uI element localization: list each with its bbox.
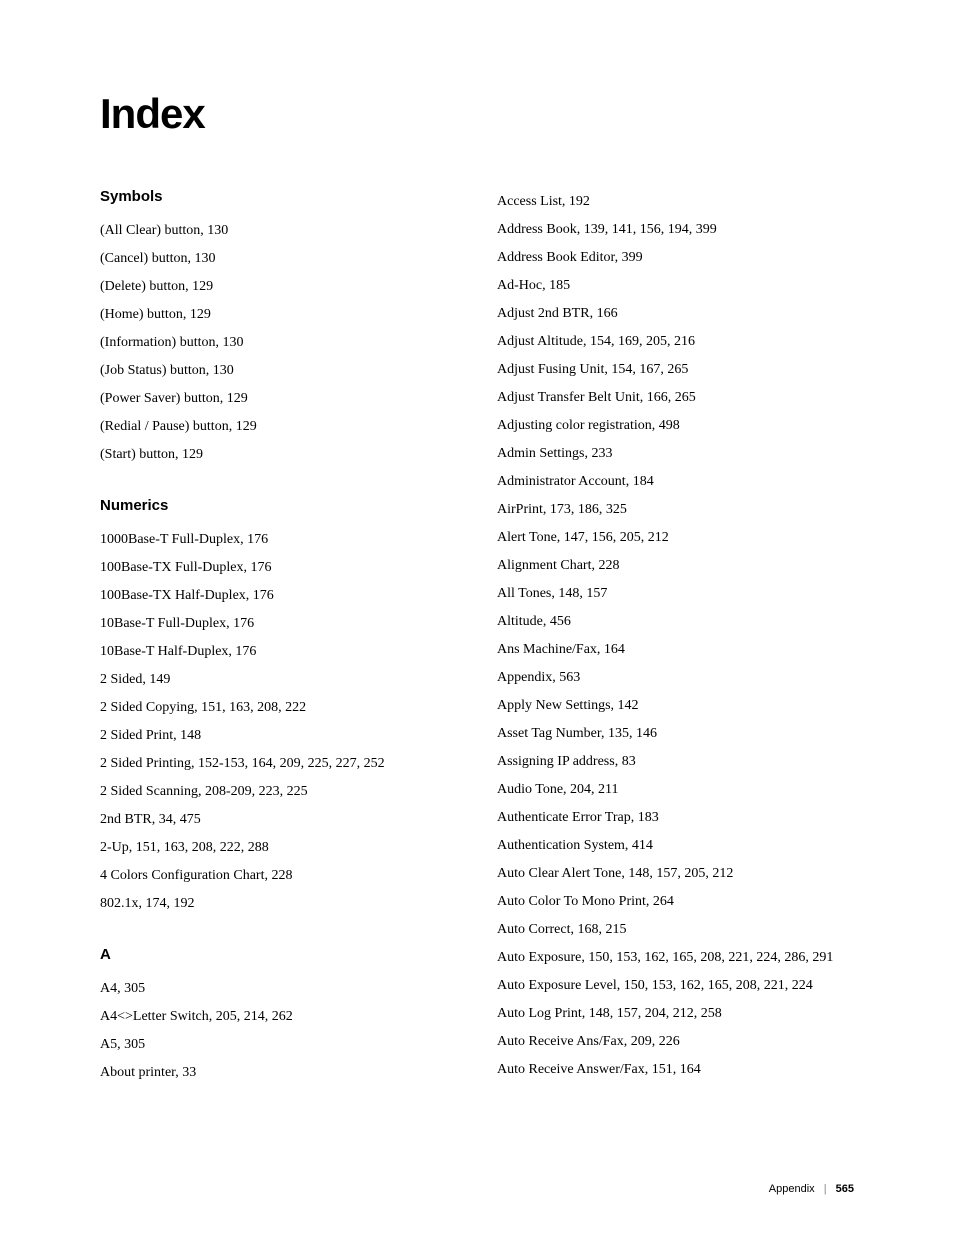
index-entry: 2 Sided Printing, 152-153, 164, 209, 225… xyxy=(120,750,457,778)
index-entry: (Job Status) button, 130 xyxy=(120,357,457,385)
index-entry: Auto Color To Mono Print, 264 xyxy=(517,888,854,916)
index-entry: 10Base-T Full-Duplex, 176 xyxy=(120,610,457,638)
index-entry: Authentication System, 414 xyxy=(517,832,854,860)
index-entry: (Redial / Pause) button, 129 xyxy=(120,413,457,441)
index-entry: AirPrint, 173, 186, 325 xyxy=(517,496,854,524)
index-columns: Symbols (All Clear) button, 130 (Cancel)… xyxy=(100,188,854,1087)
index-entry: Address Book Editor, 399 xyxy=(517,244,854,272)
index-entry: (Power Saver) button, 129 xyxy=(120,385,457,413)
index-entry: Auto Exposure Level, 150, 153, 162, 165,… xyxy=(517,972,854,1000)
index-entry: (All Clear) button, 130 xyxy=(120,217,457,245)
index-entry: (Delete) button, 129 xyxy=(120,273,457,301)
index-entry: Adjust 2nd BTR, 166 xyxy=(517,300,854,328)
index-entry: Adjust Fusing Unit, 154, 167, 265 xyxy=(517,356,854,384)
index-entry: Assigning IP address, 83 xyxy=(517,748,854,776)
index-entry: Altitude, 456 xyxy=(517,608,854,636)
index-entry: 802.1x, 174, 192 xyxy=(120,890,457,918)
index-entry: (Home) button, 129 xyxy=(120,301,457,329)
index-entry: Adjusting color registration, 498 xyxy=(517,412,854,440)
index-entry: Auto Log Print, 148, 157, 204, 212, 258 xyxy=(517,1000,854,1028)
index-entry: Authenticate Error Trap, 183 xyxy=(517,804,854,832)
index-entry: Alignment Chart, 228 xyxy=(517,552,854,580)
index-entry: 2 Sided Print, 148 xyxy=(120,722,457,750)
index-entry: 100Base-TX Full-Duplex, 176 xyxy=(120,554,457,582)
section-header-symbols: Symbols xyxy=(100,188,457,205)
index-entry: (Cancel) button, 130 xyxy=(120,245,457,273)
index-entry: Ans Machine/Fax, 164 xyxy=(517,636,854,664)
index-entry: Asset Tag Number, 135, 146 xyxy=(517,720,854,748)
index-entry: (Information) button, 130 xyxy=(120,329,457,357)
index-entry: 2nd BTR, 34, 475 xyxy=(120,806,457,834)
index-entry: Administrator Account, 184 xyxy=(517,468,854,496)
index-entry: Adjust Altitude, 154, 169, 205, 216 xyxy=(517,328,854,356)
index-entry: 2 Sided, 149 xyxy=(120,666,457,694)
page-footer: Appendix | 565 xyxy=(769,1183,854,1195)
index-entry: Auto Clear Alert Tone, 148, 157, 205, 21… xyxy=(517,860,854,888)
index-entry: Ad-Hoc, 185 xyxy=(517,272,854,300)
index-entry: 1000Base-T Full-Duplex, 176 xyxy=(120,526,457,554)
index-entry: (Start) button, 129 xyxy=(120,441,457,469)
index-entry: Access List, 192 xyxy=(517,188,854,216)
index-entry: 4 Colors Configuration Chart, 228 xyxy=(120,862,457,890)
footer-section-label: Appendix xyxy=(769,1183,815,1195)
section-header-numerics: Numerics xyxy=(100,497,457,514)
index-entry: Auto Exposure, 150, 153, 162, 165, 208, … xyxy=(517,944,854,972)
index-entry: A4, 305 xyxy=(120,975,457,1003)
left-column: Symbols (All Clear) button, 130 (Cancel)… xyxy=(100,188,457,1087)
index-entry: Alert Tone, 147, 156, 205, 212 xyxy=(517,524,854,552)
index-entry: Apply New Settings, 142 xyxy=(517,692,854,720)
index-entry: Auto Receive Ans/Fax, 209, 226 xyxy=(517,1028,854,1056)
index-entry: 100Base-TX Half-Duplex, 176 xyxy=(120,582,457,610)
section-header-a: A xyxy=(100,946,457,963)
footer-page-number: 565 xyxy=(836,1183,854,1195)
index-entry: Auto Correct, 168, 215 xyxy=(517,916,854,944)
page-title: Index xyxy=(100,90,854,138)
index-entry: 10Base-T Half-Duplex, 176 xyxy=(120,638,457,666)
footer-separator: | xyxy=(824,1183,827,1195)
index-entry: 2 Sided Copying, 151, 163, 208, 222 xyxy=(120,694,457,722)
index-entry: Appendix, 563 xyxy=(517,664,854,692)
index-entry: About printer, 33 xyxy=(120,1059,457,1087)
index-entry: Auto Receive Answer/Fax, 151, 164 xyxy=(517,1056,854,1084)
index-entry: 2 Sided Scanning, 208-209, 223, 225 xyxy=(120,778,457,806)
index-entry: Audio Tone, 204, 211 xyxy=(517,776,854,804)
index-entry: All Tones, 148, 157 xyxy=(517,580,854,608)
index-entry: A4<>Letter Switch, 205, 214, 262 xyxy=(120,1003,457,1031)
index-entry: Address Book, 139, 141, 156, 194, 399 xyxy=(517,216,854,244)
index-entry: Admin Settings, 233 xyxy=(517,440,854,468)
index-entry: Adjust Transfer Belt Unit, 166, 265 xyxy=(517,384,854,412)
index-entry: A5, 305 xyxy=(120,1031,457,1059)
right-column: Access List, 192 Address Book, 139, 141,… xyxy=(497,188,854,1087)
index-entry: 2-Up, 151, 163, 208, 222, 288 xyxy=(120,834,457,862)
